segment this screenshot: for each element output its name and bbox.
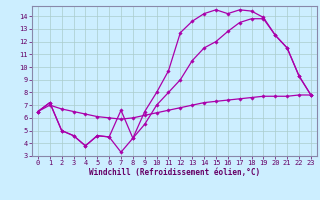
X-axis label: Windchill (Refroidissement éolien,°C): Windchill (Refroidissement éolien,°C) <box>89 168 260 177</box>
